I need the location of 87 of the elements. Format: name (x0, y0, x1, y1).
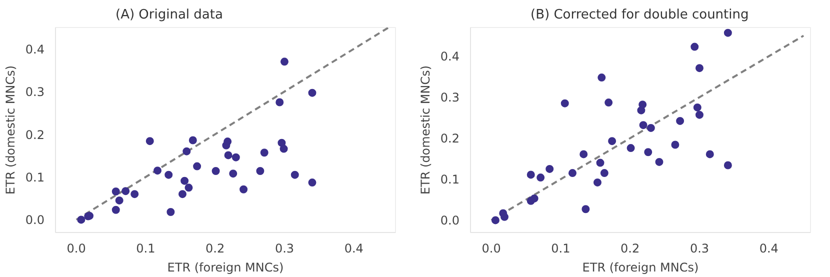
point (560, 99, 569, 108)
point (115, 196, 124, 204)
point (130, 190, 139, 198)
point (626, 144, 635, 152)
point (308, 178, 316, 187)
point (308, 88, 316, 97)
y-tick-label: 0.1 (25, 170, 45, 184)
point (224, 151, 232, 160)
y-tick-label: 0.0 (440, 214, 460, 228)
point (178, 190, 186, 198)
point (706, 150, 714, 158)
point (693, 103, 702, 112)
y-tick-label: 0.1 (440, 172, 460, 187)
point (193, 162, 202, 170)
point (568, 169, 576, 178)
point (212, 167, 220, 175)
point (676, 116, 684, 125)
point (655, 158, 664, 166)
y-axis-title: ETR (domestic MNCs) (3, 65, 18, 195)
chart-title: (B) Corrected for double counting (530, 8, 749, 22)
point (146, 137, 154, 146)
point (184, 184, 193, 192)
point (122, 187, 130, 196)
point (580, 150, 588, 158)
point (695, 64, 704, 72)
y-axis-title: ETR (domestic MNCs) (418, 65, 432, 195)
point (180, 176, 189, 185)
point (646, 124, 655, 132)
point (290, 170, 299, 179)
point (280, 144, 288, 153)
x-tick-label: 0.4 (759, 242, 778, 256)
point (229, 170, 238, 178)
y-tick-label: 0.2 (440, 132, 460, 146)
point (724, 161, 732, 170)
point (608, 137, 616, 146)
point (276, 98, 284, 106)
point (596, 158, 604, 167)
x-axis-title: ETR (foreign MNCs) (582, 260, 699, 274)
chart-title: (A) Original data (116, 8, 223, 22)
x-tick-label: 0.2 (620, 242, 640, 256)
x-tick-label: 0.0 (482, 242, 501, 256)
x-tick-label: 0.3 (274, 242, 294, 256)
y-tick-label: 0.4 (440, 50, 460, 64)
point (500, 212, 508, 221)
y-tick-label: 0.3 (440, 90, 460, 105)
point (598, 74, 606, 82)
point (724, 28, 732, 37)
point (526, 170, 535, 179)
point (224, 138, 232, 146)
point (260, 148, 268, 157)
point (671, 140, 680, 149)
y-tick-label: 0.0 (25, 213, 45, 228)
point (536, 174, 545, 182)
point (690, 42, 699, 51)
point (256, 167, 264, 175)
point (546, 164, 554, 173)
point (232, 153, 240, 162)
y-tick-label: 0.3 (25, 85, 45, 100)
point (240, 185, 248, 194)
y-tick-label: 0.2 (25, 128, 45, 142)
point (638, 100, 647, 109)
point (280, 58, 288, 66)
x-tick-label: 0.0 (66, 242, 86, 256)
point (77, 216, 86, 224)
x-tick-label: 0.1 (551, 242, 570, 256)
point (154, 166, 162, 175)
point (182, 147, 191, 156)
point (600, 169, 608, 178)
point (695, 110, 704, 119)
point (582, 205, 590, 214)
point (593, 178, 602, 186)
point (164, 170, 173, 179)
point (112, 206, 120, 214)
x-tick-label: 0.1 (136, 242, 156, 256)
point (530, 194, 538, 202)
x-tick-label: 0.4 (344, 242, 364, 256)
y-tick-label: 0.4 (25, 42, 45, 56)
point (112, 188, 120, 196)
point (166, 208, 175, 216)
point (644, 148, 652, 156)
x-axis-title: ETR (foreign MNCs) (167, 260, 284, 274)
x-tick-label: 0.3 (690, 242, 710, 256)
point (639, 121, 648, 130)
point (491, 216, 500, 224)
x-tick-label: 0.2 (206, 242, 225, 256)
point (604, 98, 613, 107)
point (188, 136, 197, 144)
